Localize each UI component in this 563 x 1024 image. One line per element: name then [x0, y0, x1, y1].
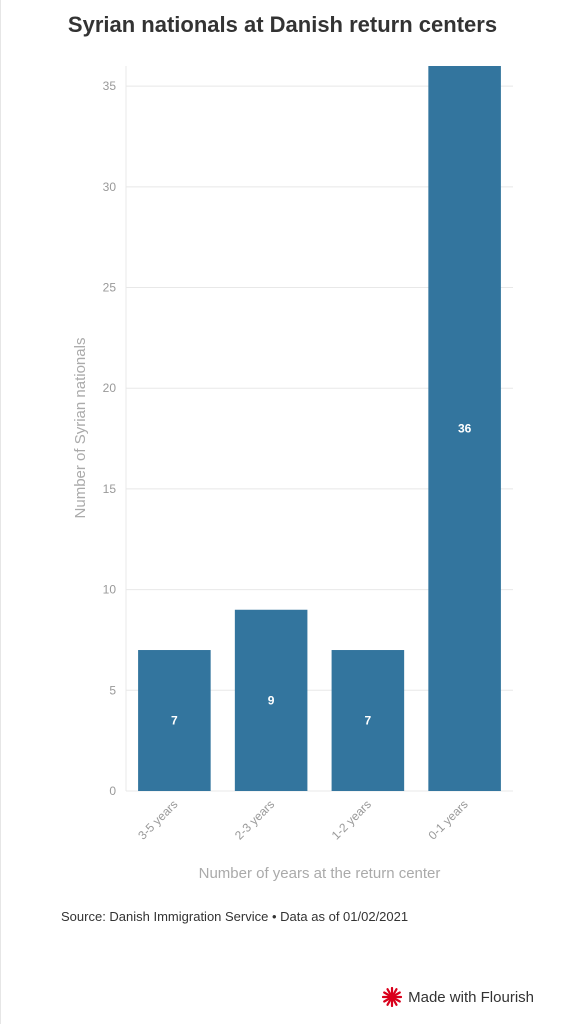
x-axis-ticks: 3-5 years 2-3 years 1-2 years 0-1 years — [135, 797, 471, 842]
x-tick-label: 3-5 years — [135, 797, 180, 842]
bar-value-label: 7 — [171, 714, 178, 728]
bar-value-label: 36 — [458, 422, 472, 436]
x-axis-label: Number of years at the return center — [199, 865, 441, 882]
bar-chart: 0 5 10 15 20 25 30 35 7 9 7 36 3-5 years 2-3 years 1… — [72, 66, 513, 882]
source-label: Source: Danish Immigration Service — [61, 909, 269, 924]
y-tick-label: 30 — [103, 180, 117, 194]
bar — [331, 650, 405, 791]
y-tick-label: 10 — [103, 583, 117, 597]
data-labels: 7 9 7 36 — [171, 422, 472, 728]
y-tick-label: 25 — [103, 281, 117, 295]
y-tick-label: 15 — [103, 482, 117, 496]
credit-label: Made with Flourish — [408, 988, 534, 1006]
chart-title: Syrian nationals at Danish return center… — [67, 12, 498, 37]
y-tick-label: 20 — [103, 381, 117, 395]
flourish-logo-icon — [382, 987, 403, 1007]
source-separator: • — [271, 909, 277, 924]
source-note: Source: Danish Immigration Service • Dat… — [61, 909, 408, 924]
y-axis-label: Number of Syrian nationals — [72, 338, 89, 519]
bar — [138, 650, 211, 791]
bar — [428, 66, 501, 791]
x-tick-label: 0-1 years — [425, 797, 470, 842]
x-tick-label: 2-3 years — [232, 797, 277, 842]
y-tick-label: 0 — [109, 784, 116, 798]
bar — [234, 609, 308, 791]
made-with-flourish-link[interactable]: Made with Flourish — [382, 987, 534, 1007]
bars — [138, 66, 501, 791]
y-tick-label: 5 — [109, 683, 116, 697]
bar-value-label: 9 — [268, 693, 275, 707]
x-tick-label: 1-2 years — [329, 797, 374, 842]
y-tick-label: 35 — [103, 79, 117, 93]
bar-value-label: 7 — [365, 714, 372, 728]
data-date-note: Data as of 01/02/2021 — [280, 909, 409, 924]
y-axis-ticks: 0 5 10 15 20 25 30 35 — [103, 79, 117, 798]
